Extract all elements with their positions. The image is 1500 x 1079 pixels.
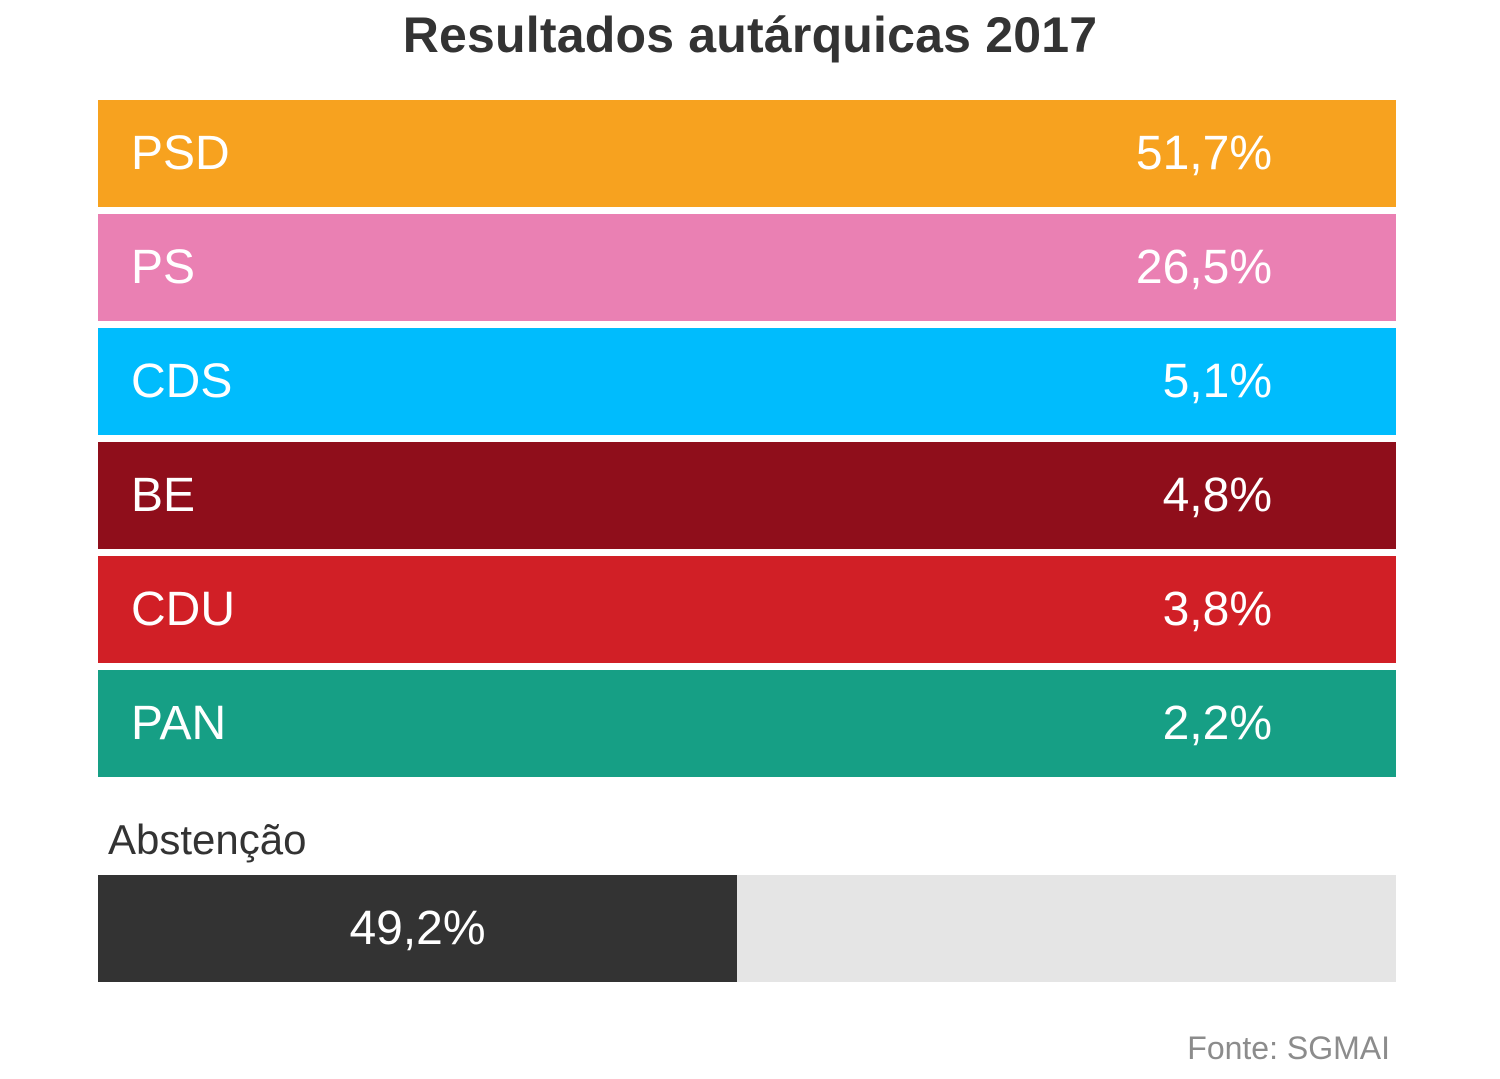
party-name: CDU: [131, 583, 235, 636]
source-note: Fonte: SGMAI: [1187, 1030, 1390, 1066]
party-row-cdu: CDU 3,8%: [98, 556, 1396, 663]
party-value: 51,7%: [1135, 127, 1272, 180]
party-value: 4,8%: [1162, 469, 1272, 522]
party-value: 3,8%: [1162, 583, 1272, 636]
party-name: PSD: [131, 127, 230, 180]
party-row-be: BE 4,8%: [98, 442, 1396, 549]
party-row-cds: CDS 5,1%: [98, 328, 1396, 435]
party-value: 2,2%: [1162, 697, 1272, 750]
chart-title: Resultados autárquicas 2017: [402, 7, 1098, 63]
abstention-label: Abstenção: [108, 816, 307, 863]
party-value: 26,5%: [1135, 241, 1272, 294]
party-name: PS: [131, 241, 196, 294]
party-row-psd: PSD 51,7%: [98, 100, 1396, 207]
party-row-pan: PAN 2,2%: [98, 670, 1396, 777]
party-name: BE: [131, 469, 196, 522]
abstention-bar-track: 49,2%: [98, 875, 1396, 982]
party-value: 5,1%: [1162, 355, 1272, 408]
abstention-bar-fill: [98, 875, 737, 982]
abstention-value: 49,2%: [349, 902, 486, 955]
party-results-list: PSD 51,7% PS 26,5% CDS 5,1% BE 4,8% CDU 3,8% PAN 2,…: [98, 100, 1396, 784]
party-name: PAN: [131, 697, 227, 750]
party-name: CDS: [131, 355, 233, 408]
party-row-ps: PS 26,5%: [98, 214, 1396, 321]
